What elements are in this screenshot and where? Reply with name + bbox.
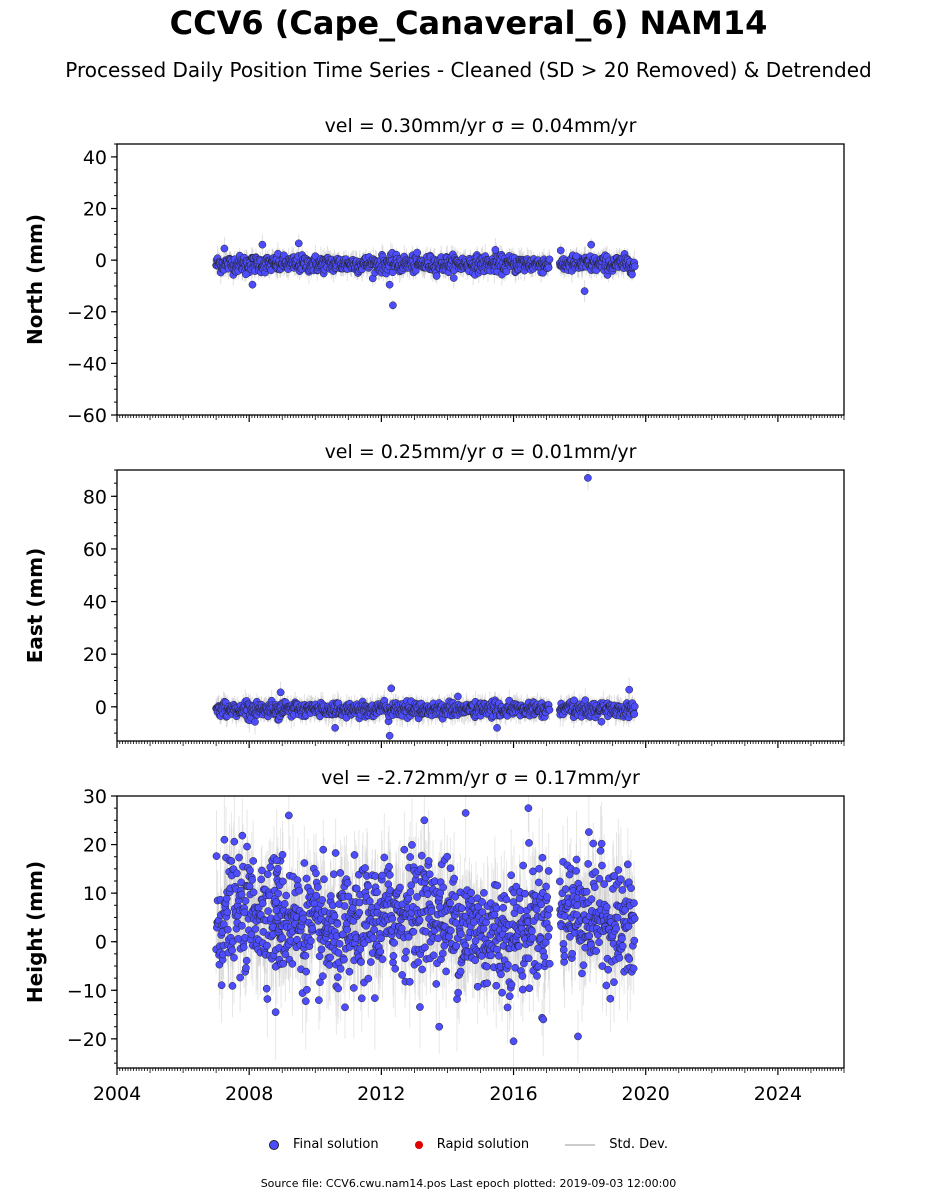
y-tick-label: 40 [83, 147, 107, 169]
data-point [630, 262, 639, 271]
data-point [449, 274, 458, 282]
y-tick-label: −20 [67, 302, 107, 324]
plot-frame [116, 143, 845, 416]
y-tick-label: 60 [83, 539, 107, 561]
data-point [502, 267, 511, 276]
data-point [258, 240, 267, 249]
data-point [220, 244, 229, 253]
data-point [493, 723, 501, 732]
data-point [389, 301, 397, 310]
data-point [385, 280, 394, 289]
chart-title: CCV6 (Cape_Canaveral_6) NAM14 [169, 4, 768, 42]
y-axis-label: North (mm) [23, 214, 47, 345]
data-point [242, 270, 250, 279]
data-point [248, 280, 257, 289]
panel-title: vel = 0.30mm/yr σ = 0.04mm/yr [325, 115, 637, 137]
panel-1: −60 −40 −20 0 20 40 vel = 0.30mm/yr σ = 0.04mm… [23, 115, 845, 427]
data-point [587, 240, 596, 249]
y-tick-label: 0 [95, 250, 107, 272]
data-point [628, 270, 636, 279]
panel-2: 0 20 40 60 80 vel = 0.25mm/yr σ = 0.01mm/yr Ea… [23, 441, 845, 748]
data-point [630, 710, 639, 718]
data-point [597, 717, 606, 726]
data-point [570, 696, 579, 705]
plot-area [212, 470, 639, 741]
y-axis-label: East (mm) [23, 548, 47, 664]
plot-area [212, 796, 639, 1068]
data-point [544, 263, 553, 272]
data-point [432, 272, 441, 280]
y-tick-label: 20 [83, 199, 107, 221]
plot-area [212, 234, 639, 311]
y-tick-label: 20 [83, 644, 107, 666]
data-point [385, 731, 394, 740]
data-point [276, 688, 285, 697]
data-point [387, 684, 396, 693]
data-point [545, 255, 554, 264]
data-point [413, 248, 422, 257]
data-point [454, 692, 462, 701]
y-tick-label: 40 [83, 592, 107, 614]
y-tick-label: −60 [67, 405, 107, 427]
data-point [251, 718, 259, 726]
data-point [556, 246, 565, 255]
data-point [572, 252, 581, 261]
data-point [630, 702, 639, 711]
data-point [331, 723, 339, 732]
data-point [625, 685, 634, 694]
y-tick-label: 80 [83, 486, 107, 508]
data-point [584, 474, 592, 482]
chart-subtitle: Processed Daily Position Time Series - C… [65, 58, 872, 82]
data-point [580, 287, 589, 295]
data-point [491, 245, 500, 254]
y-tick-label: −40 [67, 353, 107, 375]
data-point [545, 705, 554, 714]
y-tick-label: 0 [95, 697, 107, 719]
panel-title: vel = 0.25mm/yr σ = 0.01mm/yr [325, 441, 637, 463]
data-point [294, 239, 303, 248]
